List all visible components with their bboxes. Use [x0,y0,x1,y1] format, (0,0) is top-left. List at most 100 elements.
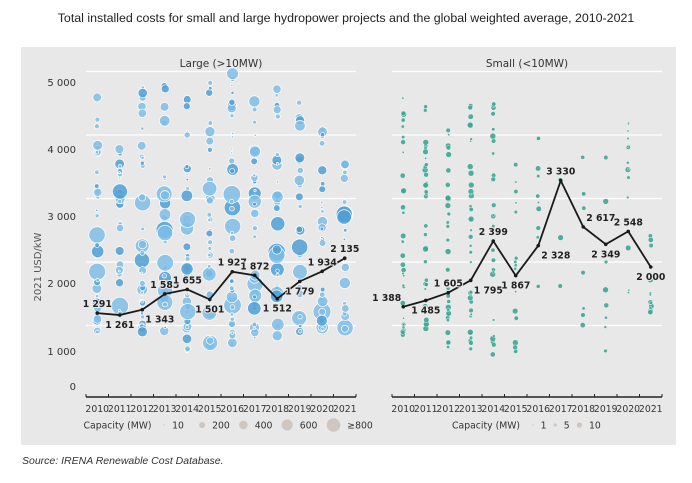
project-bubble [580,312,586,318]
project-bubble [467,113,474,120]
project-bubble [138,193,147,202]
project-bubble [229,168,235,174]
average-value-label: 1 795 [474,285,503,296]
project-bubble [469,260,473,264]
project-bubble [183,131,191,139]
project-bubble [513,259,518,264]
weighted-average-point [626,229,631,234]
project-bubble [492,334,496,338]
project-bubble [156,254,174,272]
project-bubble [445,167,452,174]
project-bubble [424,157,427,160]
y-tick-label: 3 000 [47,212,76,223]
project-bubble [557,283,563,289]
project-bubble [422,245,429,253]
project-bubble [446,284,450,289]
project-bubble [295,289,305,299]
project-bubble [206,211,213,218]
project-bubble [297,314,303,320]
legend-title: Capacity (MW) [452,421,520,432]
project-bubble [400,330,406,335]
weighted-average-point [230,269,235,274]
project-bubble [269,289,284,303]
project-bubble [274,93,279,98]
legend-size-label: 600 [300,421,318,432]
project-bubble [94,123,100,130]
y-tick-label: 0 [70,382,76,393]
x-tick-label: 2015 [504,404,528,415]
project-bubble [140,271,144,275]
x-tick-label: 2017 [243,404,267,415]
average-value-label: 2 000 [636,272,666,283]
project-bubble [296,166,304,174]
project-bubble [94,116,101,123]
project-bubble [422,303,429,310]
average-value-label: 1 605 [434,279,463,290]
project-bubble [446,211,451,217]
project-bubble [491,127,496,132]
project-bubble [513,210,518,215]
source-note: Source: IRENA Renewable Cost Database. [22,455,224,467]
project-bubble [94,183,100,189]
project-bubble [227,337,238,349]
project-bubble [513,267,517,271]
project-bubble [271,244,282,255]
project-bubble [400,124,405,129]
project-bubble [247,194,262,209]
project-bubble [444,194,452,202]
project-bubble [513,189,519,194]
project-bubble [250,157,258,166]
project-bubble [514,201,518,205]
y-tick-label: 2 000 [47,279,76,290]
project-bubble [423,232,428,237]
legend-size-label: ≥800 [347,421,373,432]
project-bubble [228,98,236,106]
weighted-average-point [95,311,100,315]
project-bubble [423,189,429,195]
project-bubble [491,202,497,208]
project-bubble [445,339,452,346]
project-bubble [229,312,234,317]
project-bubble [535,193,541,199]
project-bubble [204,126,216,138]
x-tick-label: 2012 [130,404,154,415]
project-bubble [296,99,303,106]
project-bubble [604,315,608,320]
weighted-average-point [468,278,473,283]
project-bubble [626,137,630,140]
project-bubble [468,340,474,346]
weighted-average-point [140,307,145,312]
project-bubble [228,157,236,165]
project-bubble [252,201,257,207]
project-bubble [467,329,474,336]
project-bubble [180,262,194,276]
project-bubble [92,314,103,324]
project-bubble [207,147,213,153]
project-bubble [160,84,170,94]
chart-panel: Large (>10MW) 2010 2011 2012 2013 2014 2015 201… [21,47,676,445]
project-bubble [469,228,473,232]
project-bubble [626,175,631,180]
project-bubble [467,170,475,177]
project-bubble [423,317,430,323]
project-bubble [229,113,235,119]
project-bubble [401,150,405,154]
project-bubble [94,169,100,175]
project-bubble [557,234,564,241]
project-bubble [159,102,170,112]
project-bubble [342,237,347,242]
project-bubble [271,190,284,203]
project-bubble [229,260,236,267]
project-bubble [140,126,145,131]
project-bubble [270,216,286,232]
weighted-average-point [446,290,451,295]
legend-size-label: 10 [589,421,601,432]
project-bubble [341,304,350,313]
x-tick-label: 2010 [391,404,415,415]
project-bubble [181,333,193,344]
project-bubble [536,136,541,141]
project-bubble [423,287,427,291]
project-bubble [320,326,325,331]
project-bubble [273,204,281,212]
project-bubble [253,261,257,265]
